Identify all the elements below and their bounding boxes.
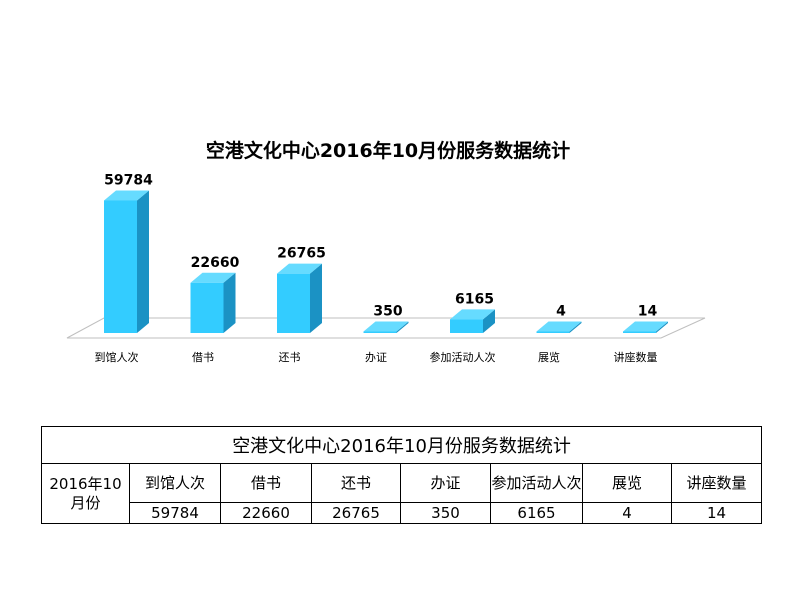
value-labels-group: 59784 22660 26765 350 6165 4 14 [104,172,657,319]
bar-front [623,331,656,333]
bar-side [483,309,495,333]
bar-side [223,272,236,333]
bar [623,321,668,333]
bar [450,309,495,333]
table-value-cell: 59784 [129,502,221,524]
category-labels-group: 到馆人次 借书 还书 办证 参加活动人次 展览 讲座数量 [95,350,658,364]
bar-front [450,319,483,333]
bar-top [623,321,668,332]
value-label: 59784 [104,172,153,188]
stats-table: 空港文化中心2016年10月份服务数据统计 2016年10月份 到馆人次 借书 … [40,426,763,524]
table-header-cell: 办证 [400,463,491,503]
table-value-cell: 26765 [311,502,401,524]
category-label: 借书 [192,351,214,364]
table-header-cell: 到馆人次 [129,463,221,503]
bar [104,190,149,333]
chart-title: 空港文化中心2016年10月份服务数据统计 [206,139,570,162]
bar-top [104,190,149,201]
category-label: 展览 [538,350,560,364]
category-label: 参加活动人次 [430,350,496,364]
bar-top [190,272,236,283]
bar-side [396,321,409,333]
table-value-cell: 6165 [490,502,583,524]
bar-side [656,321,668,333]
value-label: 6165 [455,291,494,307]
table-header-cell: 展览 [582,463,672,503]
bar-front [536,331,570,333]
bar-front [190,282,224,333]
bars-group [104,190,668,333]
bar [277,263,322,333]
category-label: 到馆人次 [95,350,139,364]
category-label: 讲座数量 [614,350,658,364]
table-header-cell: 参加活动人次 [490,463,583,503]
bar-top [363,321,409,332]
bar-top [536,321,582,332]
bar-front [104,200,137,333]
table-row-header: 2016年10月份 [41,463,130,524]
bar-side [137,190,149,333]
table-header-cell: 借书 [220,463,312,503]
bar [190,272,236,333]
table-title: 空港文化中心2016年10月份服务数据统计 [40,426,763,464]
value-label: 350 [373,304,402,320]
bar-top [450,309,495,320]
category-label: 办证 [365,351,387,364]
bar [536,321,582,333]
bar-side [310,263,322,333]
bar [363,321,409,333]
table-value-cell: 14 [670,502,763,524]
value-label: 22660 [191,255,240,271]
bar-front [277,273,310,333]
bar-chart: 59784 22660 26765 350 6165 4 14 到馆人次 借书 还书 办证 参加活动… [66,139,706,364]
value-label: 14 [638,304,658,320]
table-value-cell: 350 [400,502,491,524]
table-header-cell: 讲座数量 [670,463,763,503]
bar-front [363,331,397,333]
table-value-cell: 22660 [220,502,312,524]
bar-side [569,321,582,333]
bar-top [277,263,322,274]
category-label: 还书 [279,351,301,364]
value-label: 26765 [277,246,326,262]
value-label: 4 [556,304,566,320]
table-value-cell: 4 [582,502,672,524]
table-header-cell: 还书 [311,463,401,503]
